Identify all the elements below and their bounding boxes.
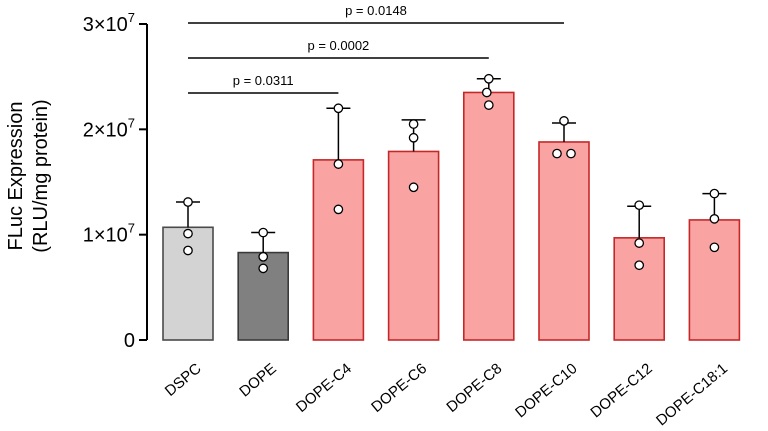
p-value-label: p = 0.0002 [307,38,369,53]
bar-dope-c6 [387,150,440,341]
bars [162,91,741,341]
bar-dspc [162,226,214,341]
y-tick-label: 3×107 [83,10,135,36]
data-point [709,214,720,224]
data-point [483,100,494,110]
data-point [634,260,645,271]
data-point [258,227,269,238]
data-point [634,238,645,248]
y-tick-label: 1×107 [83,221,135,247]
data-point [333,159,344,169]
y-axis-label-line-1: FLuc Expression [5,102,27,251]
x-tick-label: DOPE-C6 [368,360,430,416]
significance-brackets: p = 0.0311 p = 0.0002 p = 0.0148 [188,3,564,94]
data-point [183,197,193,207]
p-value-label: p = 0.0148 [345,3,407,18]
y-tick-label: 2×107 [83,115,135,141]
p-value-label: p = 0.0311 [233,73,294,88]
data-point [634,200,645,211]
bar-dope-c12 [613,237,666,341]
data-point [183,228,193,239]
x-tick-label: DOPE-C12 [587,360,655,421]
bar-dope-c8 [462,91,515,341]
data-point [709,242,720,253]
x-tick-label: DOPE-C8 [443,360,505,416]
error-bars [176,78,727,253]
data-point [552,148,562,159]
data-points [183,73,720,274]
x-tick-label: DOPE [236,360,279,400]
x-tick-label: DOPE-C18:1 [653,360,731,429]
y-axis: 0 1×107 2×107 3×107 [83,10,148,352]
x-tick-label: DOPE-C4 [293,360,355,416]
data-point [408,119,419,129]
data-point [483,73,494,84]
bar-dope-c18-1 [688,219,741,341]
bar-dope-c4 [312,159,365,341]
x-tick-label: DSPC [162,360,205,400]
x-axis-labels: DSPC DOPE DOPE-C4 DOPE-C6 DOPE-C8 DOPE-C10 DOP… [162,360,731,429]
y-tick-label: 0 [124,330,135,352]
data-point [481,87,492,98]
data-point [408,182,419,193]
data-point [333,103,344,114]
y-axis-label-line-2: (RLU/mg protein) [30,99,52,252]
bar-dope-c10 [538,141,590,341]
data-point [258,251,269,262]
data-point [559,116,569,126]
data-point [408,132,419,143]
x-tick-label: DOPE-C10 [512,360,580,421]
data-point [258,263,269,274]
data-point [183,245,193,256]
data-point [333,204,344,215]
data-point [566,148,576,159]
data-point [709,188,720,199]
